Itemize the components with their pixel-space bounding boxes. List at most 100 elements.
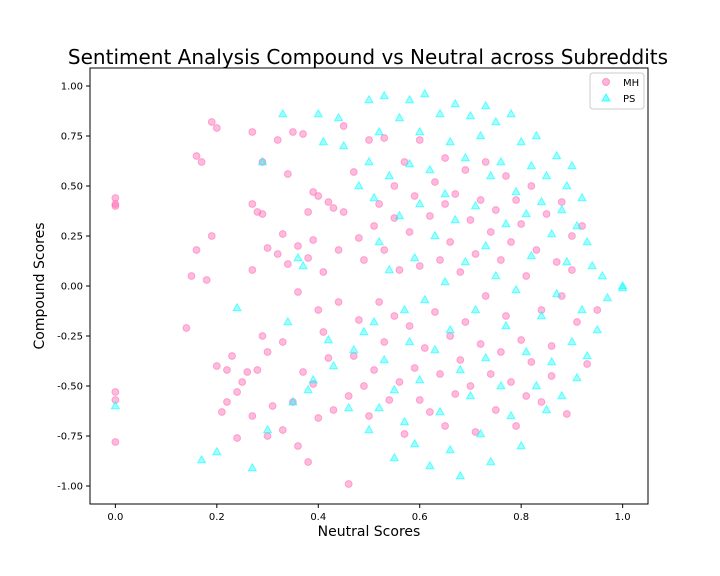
data-point-mh: [436, 256, 444, 264]
points-layer: [110, 88, 628, 488]
data-point-mh: [415, 136, 424, 144]
data-point-mh: [557, 292, 566, 300]
data-point-mh: [557, 198, 566, 206]
data-point-ps: [384, 264, 395, 274]
data-point-mh: [517, 220, 526, 228]
data-point-ps: [394, 210, 405, 220]
data-point-mh: [568, 266, 576, 274]
data-point-mh: [223, 398, 231, 406]
data-point-mh: [547, 372, 556, 380]
data-point-ps: [506, 410, 516, 420]
data-point-ps: [414, 374, 425, 384]
data-point-mh: [233, 434, 242, 442]
data-point-ps: [389, 452, 400, 462]
data-point-mh: [248, 200, 257, 208]
data-point-mh: [258, 210, 267, 218]
data-point-mh: [512, 422, 521, 430]
data-point-ps: [257, 156, 268, 166]
data-point-mh: [329, 406, 338, 414]
data-point-mh: [537, 398, 546, 406]
data-point-mh: [187, 272, 196, 280]
data-point-mh: [370, 366, 378, 374]
data-point-mh: [238, 378, 247, 386]
data-point-ps: [501, 320, 511, 330]
data-point-mh: [294, 442, 302, 450]
data-point-ps: [496, 156, 506, 166]
series-mh: [111, 118, 602, 488]
data-point-ps: [364, 156, 374, 166]
data-point-ps: [379, 354, 389, 364]
data-point-mh: [486, 228, 495, 236]
data-point-mh: [390, 312, 399, 320]
data-point-mh: [314, 192, 323, 200]
data-point-mh: [415, 262, 424, 270]
data-point-ps: [551, 288, 562, 298]
data-point-ps: [470, 200, 481, 210]
data-point-mh: [568, 232, 576, 240]
data-point-ps: [455, 470, 466, 480]
data-point-mh: [263, 348, 272, 356]
data-point-mh: [466, 216, 475, 224]
data-point-mh: [283, 170, 292, 178]
chart-title: Sentiment Analysis Compound vs Neutral a…: [68, 45, 668, 69]
x-tick-label: 0.2: [209, 512, 225, 523]
data-point-mh: [420, 344, 429, 352]
data-point-mh: [233, 388, 242, 396]
data-point-ps: [425, 164, 435, 174]
data-point-ps: [557, 204, 567, 214]
x-tick-label: 1.0: [615, 512, 631, 523]
data-point-mh: [502, 312, 510, 320]
data-point-mh: [248, 128, 257, 136]
data-point-ps: [521, 208, 532, 218]
data-point-mh: [395, 266, 404, 274]
data-point-mh: [253, 366, 262, 374]
data-point-mh: [390, 214, 399, 222]
data-point-ps: [354, 180, 364, 190]
data-point-ps: [577, 192, 587, 202]
y-tick-label: 0.75: [61, 132, 83, 143]
data-point-ps: [587, 260, 597, 270]
data-point-mh: [517, 336, 526, 344]
data-point-ps: [506, 108, 516, 118]
data-point-ps: [364, 424, 374, 434]
data-point-mh: [562, 410, 571, 418]
data-point-ps: [110, 400, 121, 410]
data-point-ps: [541, 404, 552, 414]
data-point-mh: [278, 338, 287, 346]
data-point-mh: [405, 322, 414, 330]
data-point-mh: [370, 222, 378, 230]
data-point-ps: [420, 294, 430, 304]
data-point-ps: [445, 324, 455, 334]
data-point-mh: [456, 268, 465, 276]
data-point-ps: [511, 186, 521, 196]
data-point-mh: [512, 196, 521, 204]
data-point-mh: [547, 342, 556, 350]
y-tick-label: -0.25: [57, 332, 83, 343]
data-point-mh: [192, 152, 201, 160]
data-point-mh: [365, 412, 373, 420]
data-point-mh: [405, 228, 414, 236]
data-point-ps: [298, 260, 308, 270]
data-point-mh: [507, 238, 515, 246]
data-point-mh: [299, 130, 307, 138]
x-tick-label: 0.0: [107, 512, 123, 523]
data-point-ps: [394, 112, 405, 122]
data-point-ps: [450, 214, 460, 224]
data-point-mh: [380, 134, 389, 142]
data-point-ps: [546, 356, 557, 366]
legend: MH PS: [589, 72, 645, 110]
data-point-ps: [389, 384, 400, 394]
y-tick-label: 0.50: [61, 182, 83, 193]
data-point-mh: [182, 324, 191, 332]
data-point-ps: [501, 218, 511, 228]
data-point-mh: [375, 200, 384, 208]
data-point-ps: [430, 230, 440, 240]
data-point-ps: [562, 180, 572, 190]
data-point-ps: [374, 126, 384, 136]
data-point-mh: [339, 208, 348, 216]
data-point-ps: [480, 100, 491, 110]
data-point-mh: [294, 288, 302, 296]
data-point-ps: [425, 460, 435, 470]
data-point-mh: [278, 230, 287, 238]
y-axis: -1.00 -0.75 -0.50 -0.25 0.00 0.25 0.50 0.75 1.00: [57, 82, 90, 493]
